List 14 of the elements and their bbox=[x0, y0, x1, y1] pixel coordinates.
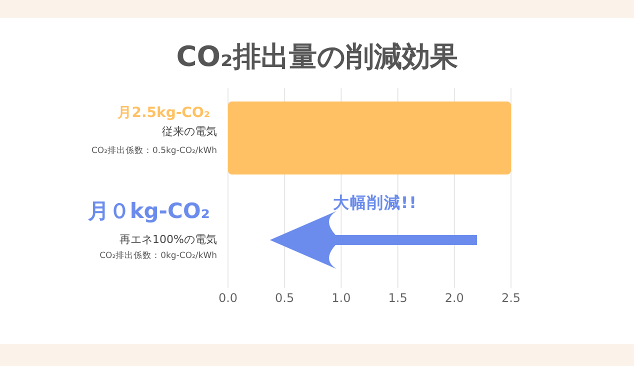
x-tick-label: 2.5 bbox=[501, 291, 521, 305]
data-label: 月2.5kg-CO₂ bbox=[116, 105, 210, 121]
y-tick-label: 従来の電気 bbox=[162, 125, 217, 138]
x-tick-label: 0.0 bbox=[218, 291, 238, 305]
x-tick-label: 1.0 bbox=[332, 291, 351, 305]
text: CO₂排出係数：0kg-CO₂/kWh bbox=[100, 250, 217, 261]
chart-title: CO₂排出量の削減効果 bbox=[176, 40, 458, 73]
data-label: 月０kg-CO₂ bbox=[86, 199, 210, 223]
y-tick-label: 再エネ100%の電気 bbox=[120, 233, 217, 246]
text: CO₂排出係数：0.5kg-CO₂/kWh bbox=[91, 145, 217, 156]
x-tick-label: 2.0 bbox=[444, 291, 464, 305]
x-tick-label: 1.5 bbox=[388, 291, 408, 305]
x-tick-label: 0.5 bbox=[275, 291, 294, 305]
annotation: 大幅削減!! bbox=[332, 193, 418, 212]
